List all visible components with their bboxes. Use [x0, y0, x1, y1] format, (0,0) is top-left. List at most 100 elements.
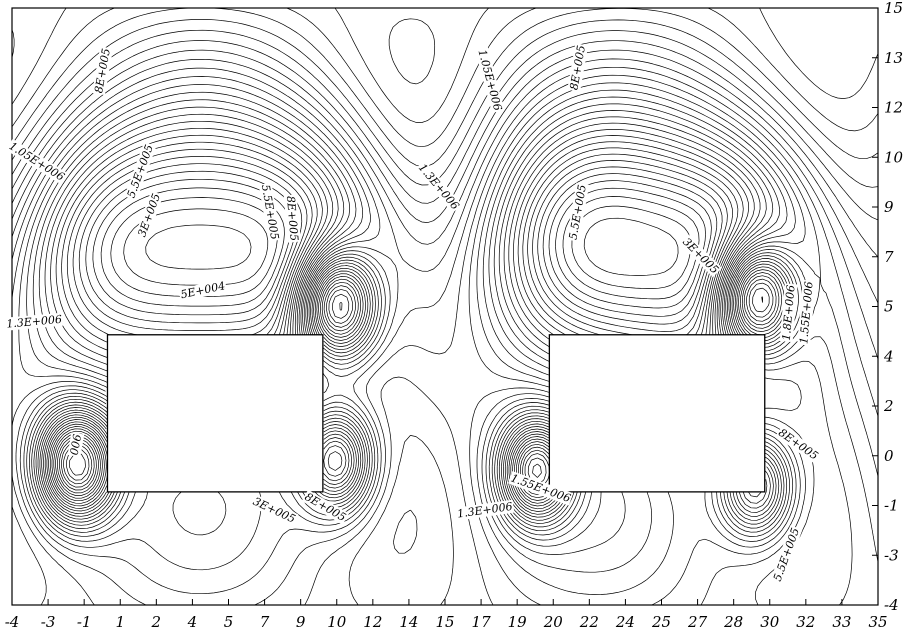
contour-label-bg-4	[178, 279, 228, 302]
x-tick-label-13: 17	[472, 613, 492, 631]
x-tick-label-24: 35	[868, 613, 887, 631]
contour-line-1	[571, 205, 692, 289]
x-axis-ticks: -4 -3 -1 1 2 4 5 7 9 10 12 14 15 17 19 20 22 24 25 27 28 30 32…	[5, 599, 888, 631]
contour-line-34	[48, 281, 764, 510]
x-tick-label-19: 27	[687, 613, 708, 631]
obstacle-block-2	[548, 334, 766, 493]
contour-label-bg-17	[455, 499, 515, 521]
contour-label-bg-16	[770, 525, 803, 584]
contour-label-bg-10	[567, 43, 589, 93]
y-tick-label-6: 5	[884, 298, 894, 316]
contour-label-bg-8	[475, 47, 505, 114]
obstacle-block-1	[106, 334, 324, 493]
x-tick-label-11: 14	[399, 613, 418, 631]
contour-label-bg-15	[775, 425, 822, 464]
contour-label-bg-20	[250, 494, 299, 527]
contour-label-bg-2	[124, 141, 157, 201]
x-tick-label-20: 28	[723, 613, 743, 631]
contour-label-9: 1.3E+006	[416, 161, 462, 212]
x-tick-label-8: 9	[296, 613, 306, 631]
contour-line-23	[11, 49, 879, 555]
contour-line-3	[123, 187, 706, 309]
contour-label-20: 3E+005	[251, 495, 298, 526]
y-tick-label-11: -3	[884, 546, 899, 564]
contour-label-bg-5	[4, 312, 64, 331]
y-axis-ticks: 15 13 12 10 9 7 5 4 2 0 -1 -3 -4	[872, 0, 904, 614]
x-tick-label-9: 10	[327, 613, 347, 631]
contour-label-13: 1.8E+006	[780, 284, 798, 341]
contour-label-11: 5.5E+005	[566, 184, 588, 241]
y-tick-label-1: 13	[884, 49, 903, 67]
contour-line-29	[11, 7, 879, 524]
contour-label-10: 8E+005	[567, 44, 588, 91]
contour-label-bg-0	[92, 46, 114, 96]
contour-line-12	[55, 129, 755, 352]
y-tick-label-7: 4	[883, 347, 894, 365]
contour-line-20	[11, 74, 879, 606]
contour-label-4: 5E+004	[179, 279, 226, 301]
contour-line-36	[51, 289, 556, 504]
contour-line-8	[78, 153, 733, 336]
contour-line-13	[50, 122, 761, 359]
contour-label-7: 8E+005	[284, 195, 301, 241]
contour-label-14: 1.55E+006	[797, 281, 815, 345]
x-tick-label-3: 1	[115, 613, 125, 631]
x-tick-label-12: 15	[435, 613, 454, 631]
contour-line-21	[11, 66, 879, 595]
contour-line-28	[11, 7, 879, 528]
x-tick-label-7: 7	[260, 613, 270, 631]
x-tick-label-0: -4	[5, 613, 20, 631]
contour-label-0: 8E+005	[92, 47, 113, 94]
x-tick-label-16: 22	[579, 613, 599, 631]
y-tick-label-2: 12	[884, 99, 903, 117]
contour-line-16	[32, 103, 780, 379]
contour-line-24	[11, 40, 879, 547]
contour-label-bg-9	[415, 160, 463, 214]
x-tick-label-2: -1	[77, 613, 92, 631]
x-tick-label-4: 2	[151, 613, 162, 631]
contour-line-14	[44, 116, 767, 366]
contour-line-0	[583, 217, 679, 276]
x-tick-label-21: 30	[760, 613, 780, 631]
contour-label-3: 3E+005	[135, 192, 163, 239]
y-tick-label-10: -1	[884, 497, 899, 515]
contour-line-33	[46, 278, 770, 512]
contour-line-11	[61, 135, 750, 344]
contour-line-4	[110, 180, 712, 317]
x-tick-label-10: 12	[363, 613, 382, 631]
contour-label-bg-21	[67, 432, 85, 458]
contour-line-17	[26, 96, 802, 554]
contour-line-19	[11, 82, 879, 606]
contour-lines	[11, 7, 879, 606]
contour-line-22	[11, 58, 879, 573]
contour-label-bg-19	[301, 489, 350, 525]
contour-label-5: 1.3E+006	[6, 313, 63, 331]
contour-line-2	[145, 196, 700, 300]
contour-line-6	[92, 166, 723, 332]
contour-label-bg-3	[135, 190, 164, 240]
contour-label-bg-14	[797, 279, 816, 346]
contour-line-26	[11, 19, 879, 536]
y-tick-label-5: 7	[884, 248, 894, 266]
contour-label-8: 1.05E+006	[475, 48, 504, 112]
contour-line-30	[11, 18, 780, 521]
contour-label-bg-13	[779, 283, 798, 343]
y-tick-label-8: 2	[883, 397, 894, 415]
contour-label-bg-7	[283, 194, 301, 243]
x-tick-label-14: 19	[508, 613, 528, 631]
x-tick-label-15: 20	[543, 613, 564, 631]
contour-line-10	[66, 141, 744, 336]
y-tick-label-4: 9	[884, 198, 894, 216]
contour-label-bg-6	[258, 182, 282, 242]
contour-label-bg-12	[679, 234, 723, 278]
contour-label-bg-11	[566, 182, 590, 242]
x-tick-label-1: -3	[41, 613, 56, 631]
contour-line-9	[72, 147, 739, 336]
contour-line-35	[49, 285, 559, 507]
contour-line-7	[85, 160, 728, 336]
x-tick-label-17: 24	[615, 613, 635, 631]
contour-label-1: 1.05E+006	[7, 139, 67, 183]
y-tick-label-0: 15	[884, 0, 903, 17]
contour-line-32	[44, 276, 774, 515]
